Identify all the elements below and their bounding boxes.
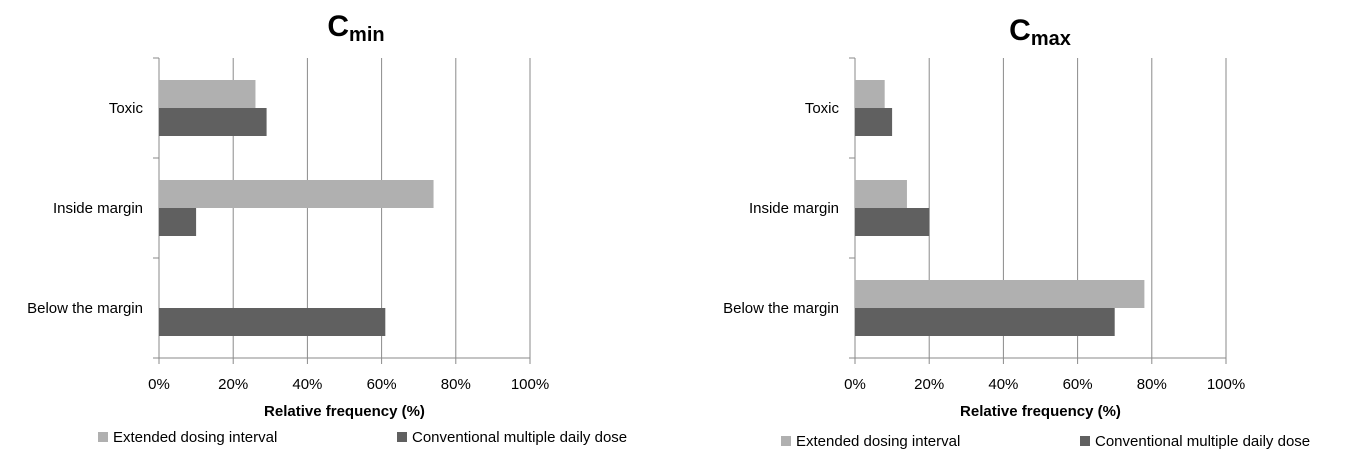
category-label: Toxic bbox=[805, 100, 840, 117]
legend-swatch bbox=[1080, 436, 1090, 446]
category-label: Toxic bbox=[109, 100, 144, 117]
legend-label: Extended dosing interval bbox=[113, 429, 277, 446]
bar-extended bbox=[159, 80, 256, 108]
legend-label: Conventional multiple daily dose bbox=[1095, 433, 1310, 450]
bar-conventional bbox=[159, 108, 267, 136]
x-axis-title: Relative frequency (%) bbox=[264, 403, 425, 420]
bar-conventional bbox=[159, 308, 386, 336]
chart-1: 0% 20% 40% 60% 80% 100% Toxic Inside margin Belo… bbox=[27, 10, 627, 446]
bar-extended bbox=[855, 80, 885, 108]
x-tick-label: 0% bbox=[148, 376, 170, 393]
x-tick-label: 0% bbox=[844, 376, 866, 393]
bar-conventional bbox=[855, 108, 893, 136]
x-tick-label: 20% bbox=[218, 376, 248, 393]
x-tick-label: 100% bbox=[1207, 376, 1245, 393]
bar-extended bbox=[855, 280, 1145, 308]
bar-extended bbox=[855, 180, 907, 208]
x-axis-title: Relative frequency (%) bbox=[960, 403, 1121, 420]
bar-conventional bbox=[855, 208, 930, 236]
x-tick-label: 100% bbox=[511, 376, 549, 393]
x-tick-label: 60% bbox=[367, 376, 397, 393]
x-tick-label: 80% bbox=[1137, 376, 1167, 393]
legend-swatch bbox=[98, 432, 108, 442]
bar-extended bbox=[159, 180, 434, 208]
legend-swatch bbox=[397, 432, 407, 442]
x-tick-label: 60% bbox=[1063, 376, 1093, 393]
chart-title: Cmin bbox=[327, 10, 384, 46]
category-label: Below the margin bbox=[27, 300, 143, 317]
bar-conventional bbox=[855, 308, 1115, 336]
category-label: Below the margin bbox=[723, 300, 839, 317]
category-label: Inside margin bbox=[53, 200, 143, 217]
x-tick-label: 20% bbox=[914, 376, 944, 393]
legend-swatch bbox=[781, 436, 791, 446]
chart-title: Cmax bbox=[1009, 14, 1071, 50]
legend-label: Extended dosing interval bbox=[796, 433, 960, 450]
chart-2: 0% 20% 40% 60% 80% 100% Toxic Inside margin Belo… bbox=[723, 14, 1310, 450]
x-tick-label: 40% bbox=[988, 376, 1018, 393]
x-tick-label: 40% bbox=[292, 376, 322, 393]
x-tick-label: 80% bbox=[441, 376, 471, 393]
legend-label: Conventional multiple daily dose bbox=[412, 429, 627, 446]
category-label: Inside margin bbox=[749, 200, 839, 217]
bar-conventional bbox=[159, 208, 197, 236]
